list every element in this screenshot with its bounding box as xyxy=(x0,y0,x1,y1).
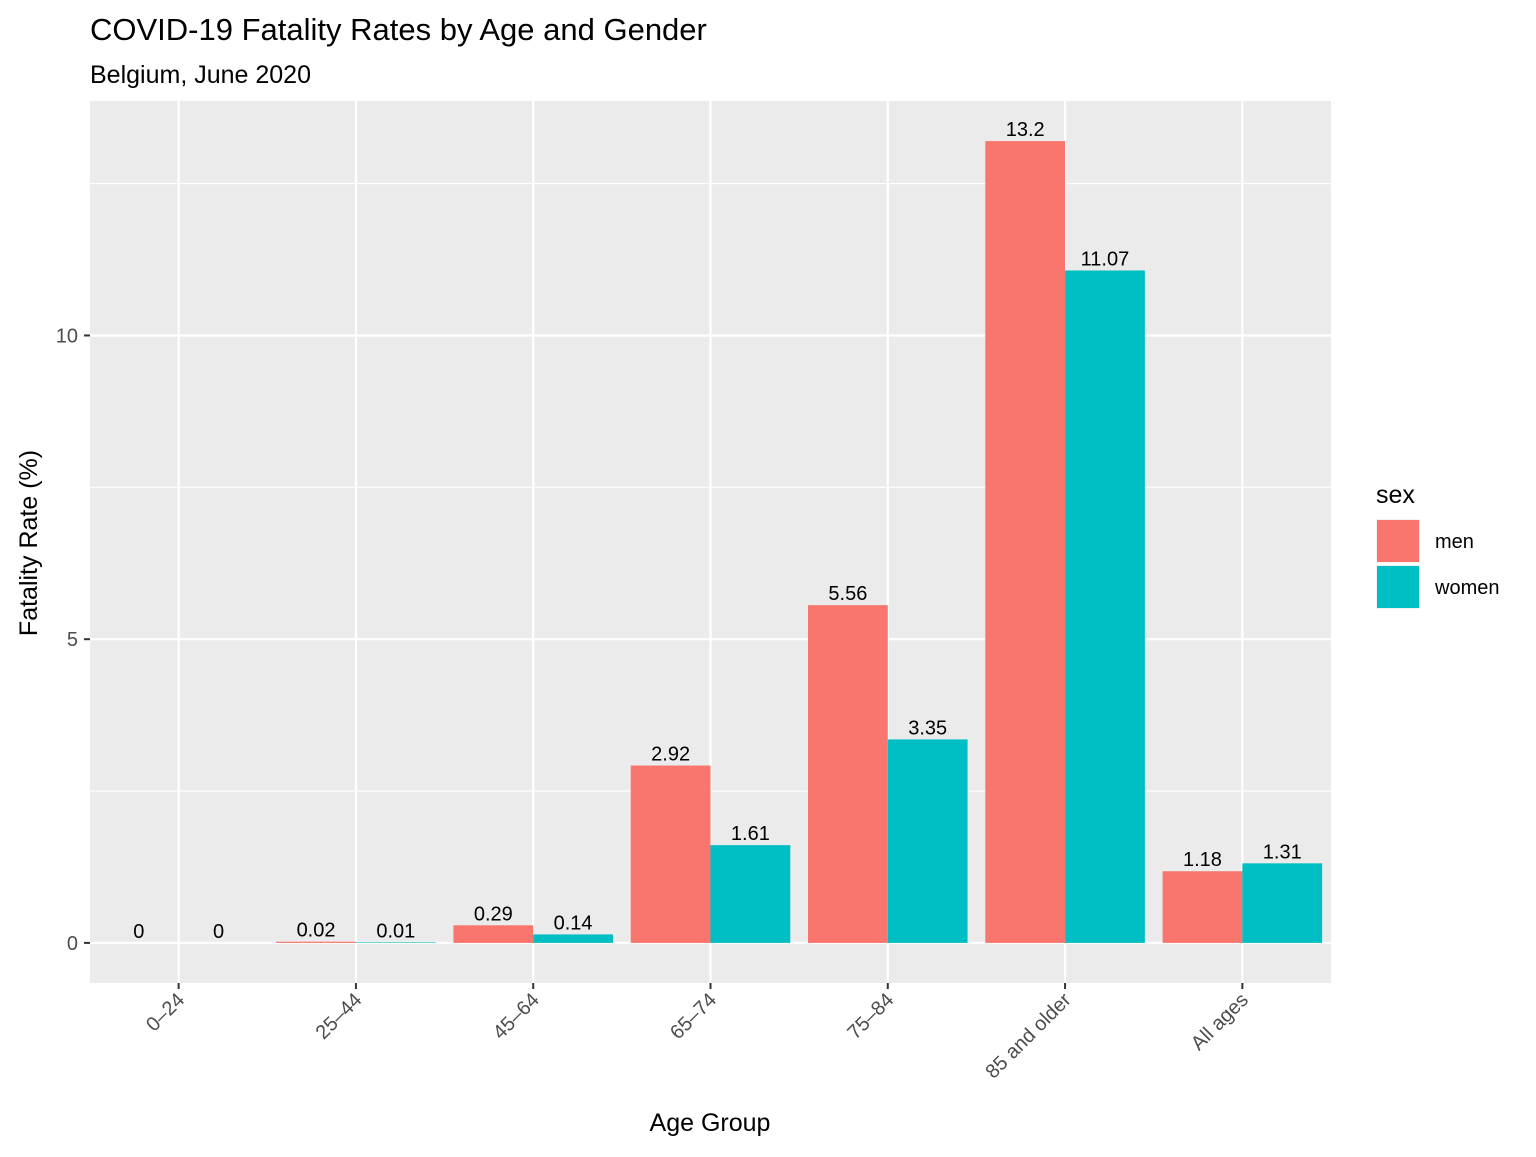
bar-men xyxy=(631,766,711,943)
x-tick-label: 65–74 xyxy=(666,989,721,1044)
data-label-men: 0.29 xyxy=(474,903,513,925)
data-label-women: 1.31 xyxy=(1263,841,1302,863)
data-label-men: 2.92 xyxy=(651,744,690,766)
y-tick-label: 0 xyxy=(67,933,78,955)
y-axis: 0 5 10 xyxy=(56,325,90,954)
legend-swatch-men xyxy=(1377,520,1419,562)
chart-subtitle: Belgium, June 2020 xyxy=(90,61,311,89)
data-label-women: 0.01 xyxy=(376,920,415,942)
data-label-women: 1.61 xyxy=(731,823,770,845)
bar-men xyxy=(985,141,1065,943)
x-tick-label: All ages xyxy=(1187,989,1253,1055)
data-label-men: 0.02 xyxy=(297,920,336,942)
legend-label-men: men xyxy=(1435,531,1474,553)
data-label-men: 13.2 xyxy=(1006,119,1045,141)
data-label-women: 0 xyxy=(213,921,224,943)
bar-men xyxy=(276,942,356,943)
bar-men xyxy=(808,605,888,943)
data-label-women: 11.07 xyxy=(1081,248,1130,270)
legend: sex men women xyxy=(1376,481,1499,609)
x-axis: 0–24 25–44 45–64 65–74 75–84 85 and older All … xyxy=(142,983,1253,1083)
x-tick-label: 75–84 xyxy=(843,989,898,1044)
bar-women xyxy=(1242,863,1322,943)
bar-women xyxy=(888,739,968,942)
legend-label-women: women xyxy=(1434,577,1499,599)
y-tick-label: 5 xyxy=(67,629,78,651)
legend-swatch-women xyxy=(1377,566,1419,608)
chart-title: COVID-19 Fatality Rates by Age and Gende… xyxy=(90,12,707,47)
bar-women xyxy=(711,845,791,943)
bar-men xyxy=(453,925,533,943)
data-label-men: 0 xyxy=(133,921,144,943)
legend-title: sex xyxy=(1376,481,1415,509)
data-label-women: 3.35 xyxy=(908,717,947,739)
x-tick-label: 45–64 xyxy=(489,989,544,1044)
bar-men xyxy=(1163,871,1243,943)
x-tick-label: 85 and older xyxy=(981,989,1075,1083)
bar-women xyxy=(356,942,436,943)
bar-women xyxy=(1065,270,1145,942)
y-tick-label: 10 xyxy=(56,325,78,347)
x-axis-title: Age Group xyxy=(650,1109,771,1137)
data-label-women: 0.14 xyxy=(554,912,593,934)
bar-women xyxy=(533,934,613,943)
legend-items: men women xyxy=(1376,519,1499,609)
x-tick-label: 25–44 xyxy=(312,989,367,1044)
data-label-men: 1.18 xyxy=(1183,849,1222,871)
x-tick-label: 0–24 xyxy=(142,989,189,1036)
y-axis-title: Fatality Rate (%) xyxy=(15,450,43,636)
data-label-men: 5.56 xyxy=(828,583,867,605)
